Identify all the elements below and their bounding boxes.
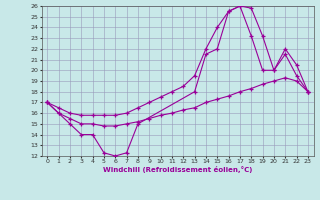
- X-axis label: Windchill (Refroidissement éolien,°C): Windchill (Refroidissement éolien,°C): [103, 166, 252, 173]
